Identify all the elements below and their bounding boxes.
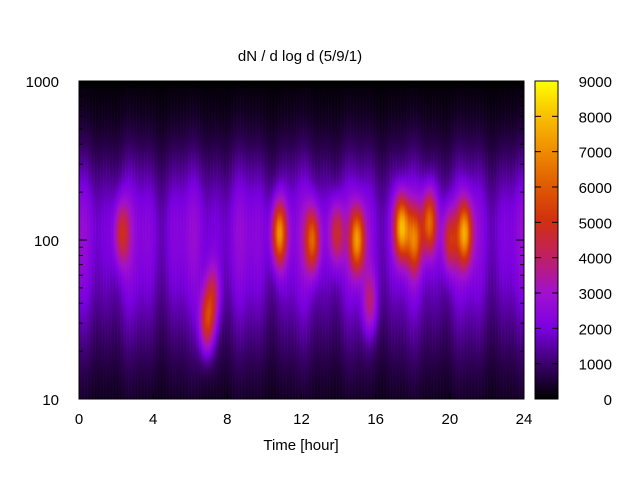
x-tick-label: 16: [367, 411, 384, 428]
colorbar-tick-label: 0: [604, 392, 612, 409]
x-tick-label: 8: [223, 411, 231, 428]
colorbar-tick-label: 5000: [579, 215, 612, 232]
y-tick-label: 1000: [26, 74, 59, 91]
x-axis: 0 4 8 12 16 20 24: [75, 81, 533, 428]
plot-area: [79, 81, 524, 399]
colorbar-tick-label: 8000: [579, 109, 612, 126]
y-axis: 10 100 1000: [26, 74, 524, 409]
colorbar-tick-label: 2000: [579, 321, 612, 338]
y-tick-label: 10: [42, 392, 59, 409]
colorbar-tick-label: 6000: [579, 180, 612, 197]
colorbar: [534, 80, 559, 400]
y-tick-label: 100: [34, 233, 59, 250]
colorbar-tick-label: 1000: [579, 357, 612, 374]
x-tick-label: 4: [149, 411, 157, 428]
x-tick-label: 24: [516, 411, 533, 428]
x-tick-label: 12: [293, 411, 310, 428]
x-tick-label: 20: [441, 411, 458, 428]
heatmap-image: [79, 81, 524, 399]
colorbar-tick-label: 3000: [579, 286, 612, 303]
colorbar-tick-label: 4000: [579, 251, 612, 268]
chart-title: dN / d log d (5/9/1): [238, 48, 362, 65]
colorbar-tick-label: 9000: [579, 74, 612, 91]
colorbar-axis: 0 1000 2000 3000 4000 5000 6000 7000 8000 9000: [535, 74, 612, 409]
x-tick-label: 0: [75, 411, 83, 428]
colorbar-tick-label: 7000: [579, 145, 612, 162]
x-axis-label: Time [hour]: [263, 437, 338, 454]
